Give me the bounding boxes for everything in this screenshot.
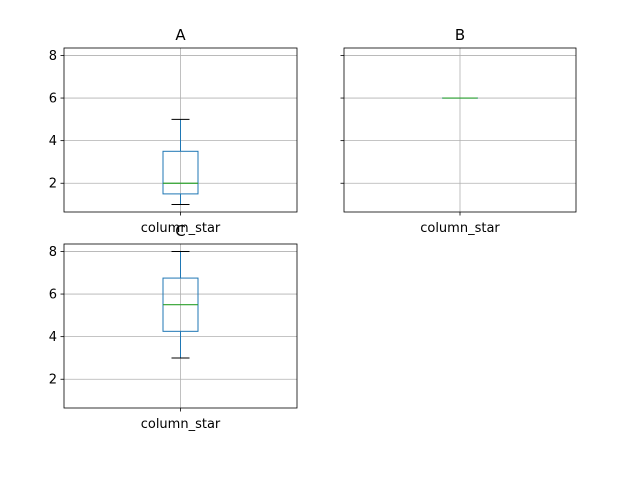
subplot-title: B [455,26,465,44]
y-tick-label: 4 [49,330,57,345]
y-tick-label: 2 [49,177,57,192]
subplot-c: 2 4 6 8 column_star C [49,222,297,432]
x-tick-label: column_star [141,417,221,432]
x-tick-label: column_star [420,221,500,236]
subplot-b: column_star B [341,26,577,236]
y-tick-label: 6 [49,92,57,107]
y-tick-label: 4 [49,134,57,149]
y-tick-label: 6 [49,288,57,303]
y-tick-label: 8 [49,245,57,260]
subplot-title: C [175,222,185,240]
y-tick-label: 8 [49,49,57,64]
subplot-title: A [175,26,186,44]
y-tick-label: 2 [49,373,57,388]
